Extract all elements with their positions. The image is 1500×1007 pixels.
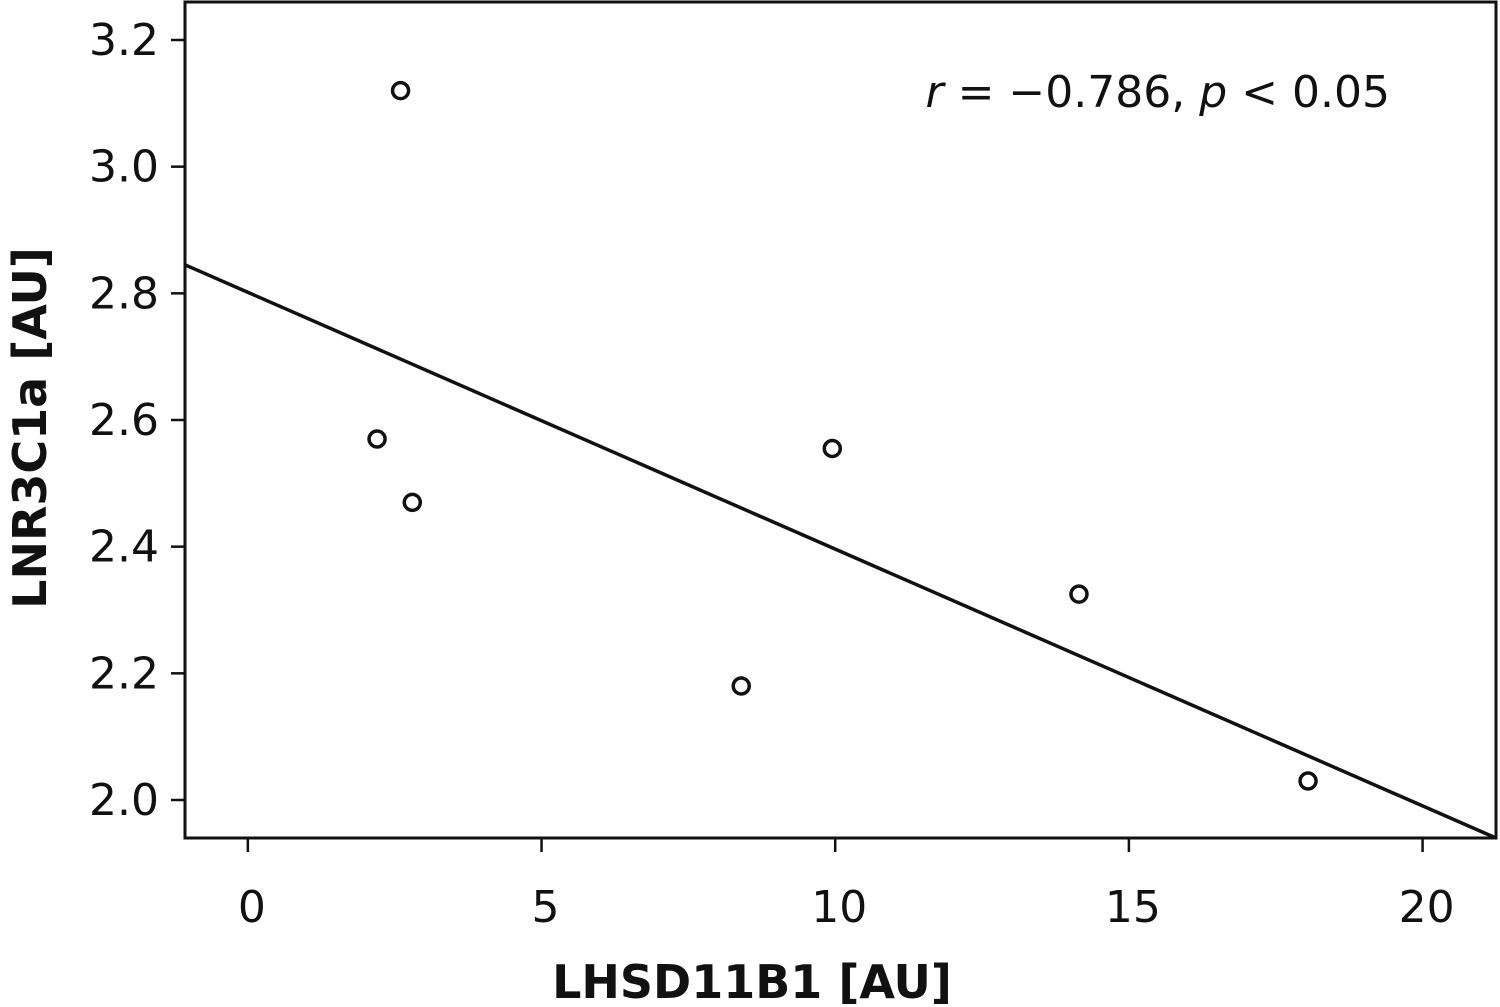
data-point <box>1069 584 1089 604</box>
x-axis-title: LHSD11B1 [AU] <box>552 955 952 1007</box>
y-tick-label: 2.8 <box>89 268 159 319</box>
data-point <box>822 438 843 459</box>
x-axis-ticks: 0 5 10 15 20 <box>238 838 1455 933</box>
y-tick-label: 3.2 <box>89 15 159 66</box>
data-point <box>402 492 423 513</box>
x-tick-label: 0 <box>238 882 266 933</box>
x-tick-label: 15 <box>1105 882 1161 933</box>
y-tick-label: 2.6 <box>89 395 159 446</box>
correlation-annotation: r = −0.786, p < 0.05 <box>926 67 1391 118</box>
y-tick-label: 2.2 <box>89 648 159 699</box>
p-symbol: p <box>1198 67 1227 118</box>
data-point <box>731 676 751 696</box>
data-point <box>1298 771 1318 791</box>
y-tick-label: 2.0 <box>89 775 159 826</box>
plot-frame <box>183 0 1498 840</box>
y-axis-ticks: 2.0 2.2 2.4 2.6 2.8 3.0 3.2 <box>89 15 185 826</box>
y-tick-label: 3.0 <box>89 142 159 193</box>
data-points <box>367 80 1318 791</box>
x-tick-label: 10 <box>811 882 867 933</box>
y-tick-label: 2.4 <box>89 522 159 573</box>
data-point <box>367 429 387 449</box>
r-symbol: r <box>926 67 947 118</box>
y-axis-title: LNR3C1a [AU] <box>3 247 57 609</box>
x-tick-label: 20 <box>1399 882 1455 933</box>
p-value: < 0.05 <box>1227 67 1390 118</box>
data-point <box>390 80 411 101</box>
x-tick-label: 5 <box>532 882 560 933</box>
regression-line <box>184 263 1497 840</box>
r-value: = −0.786, <box>944 67 1200 118</box>
